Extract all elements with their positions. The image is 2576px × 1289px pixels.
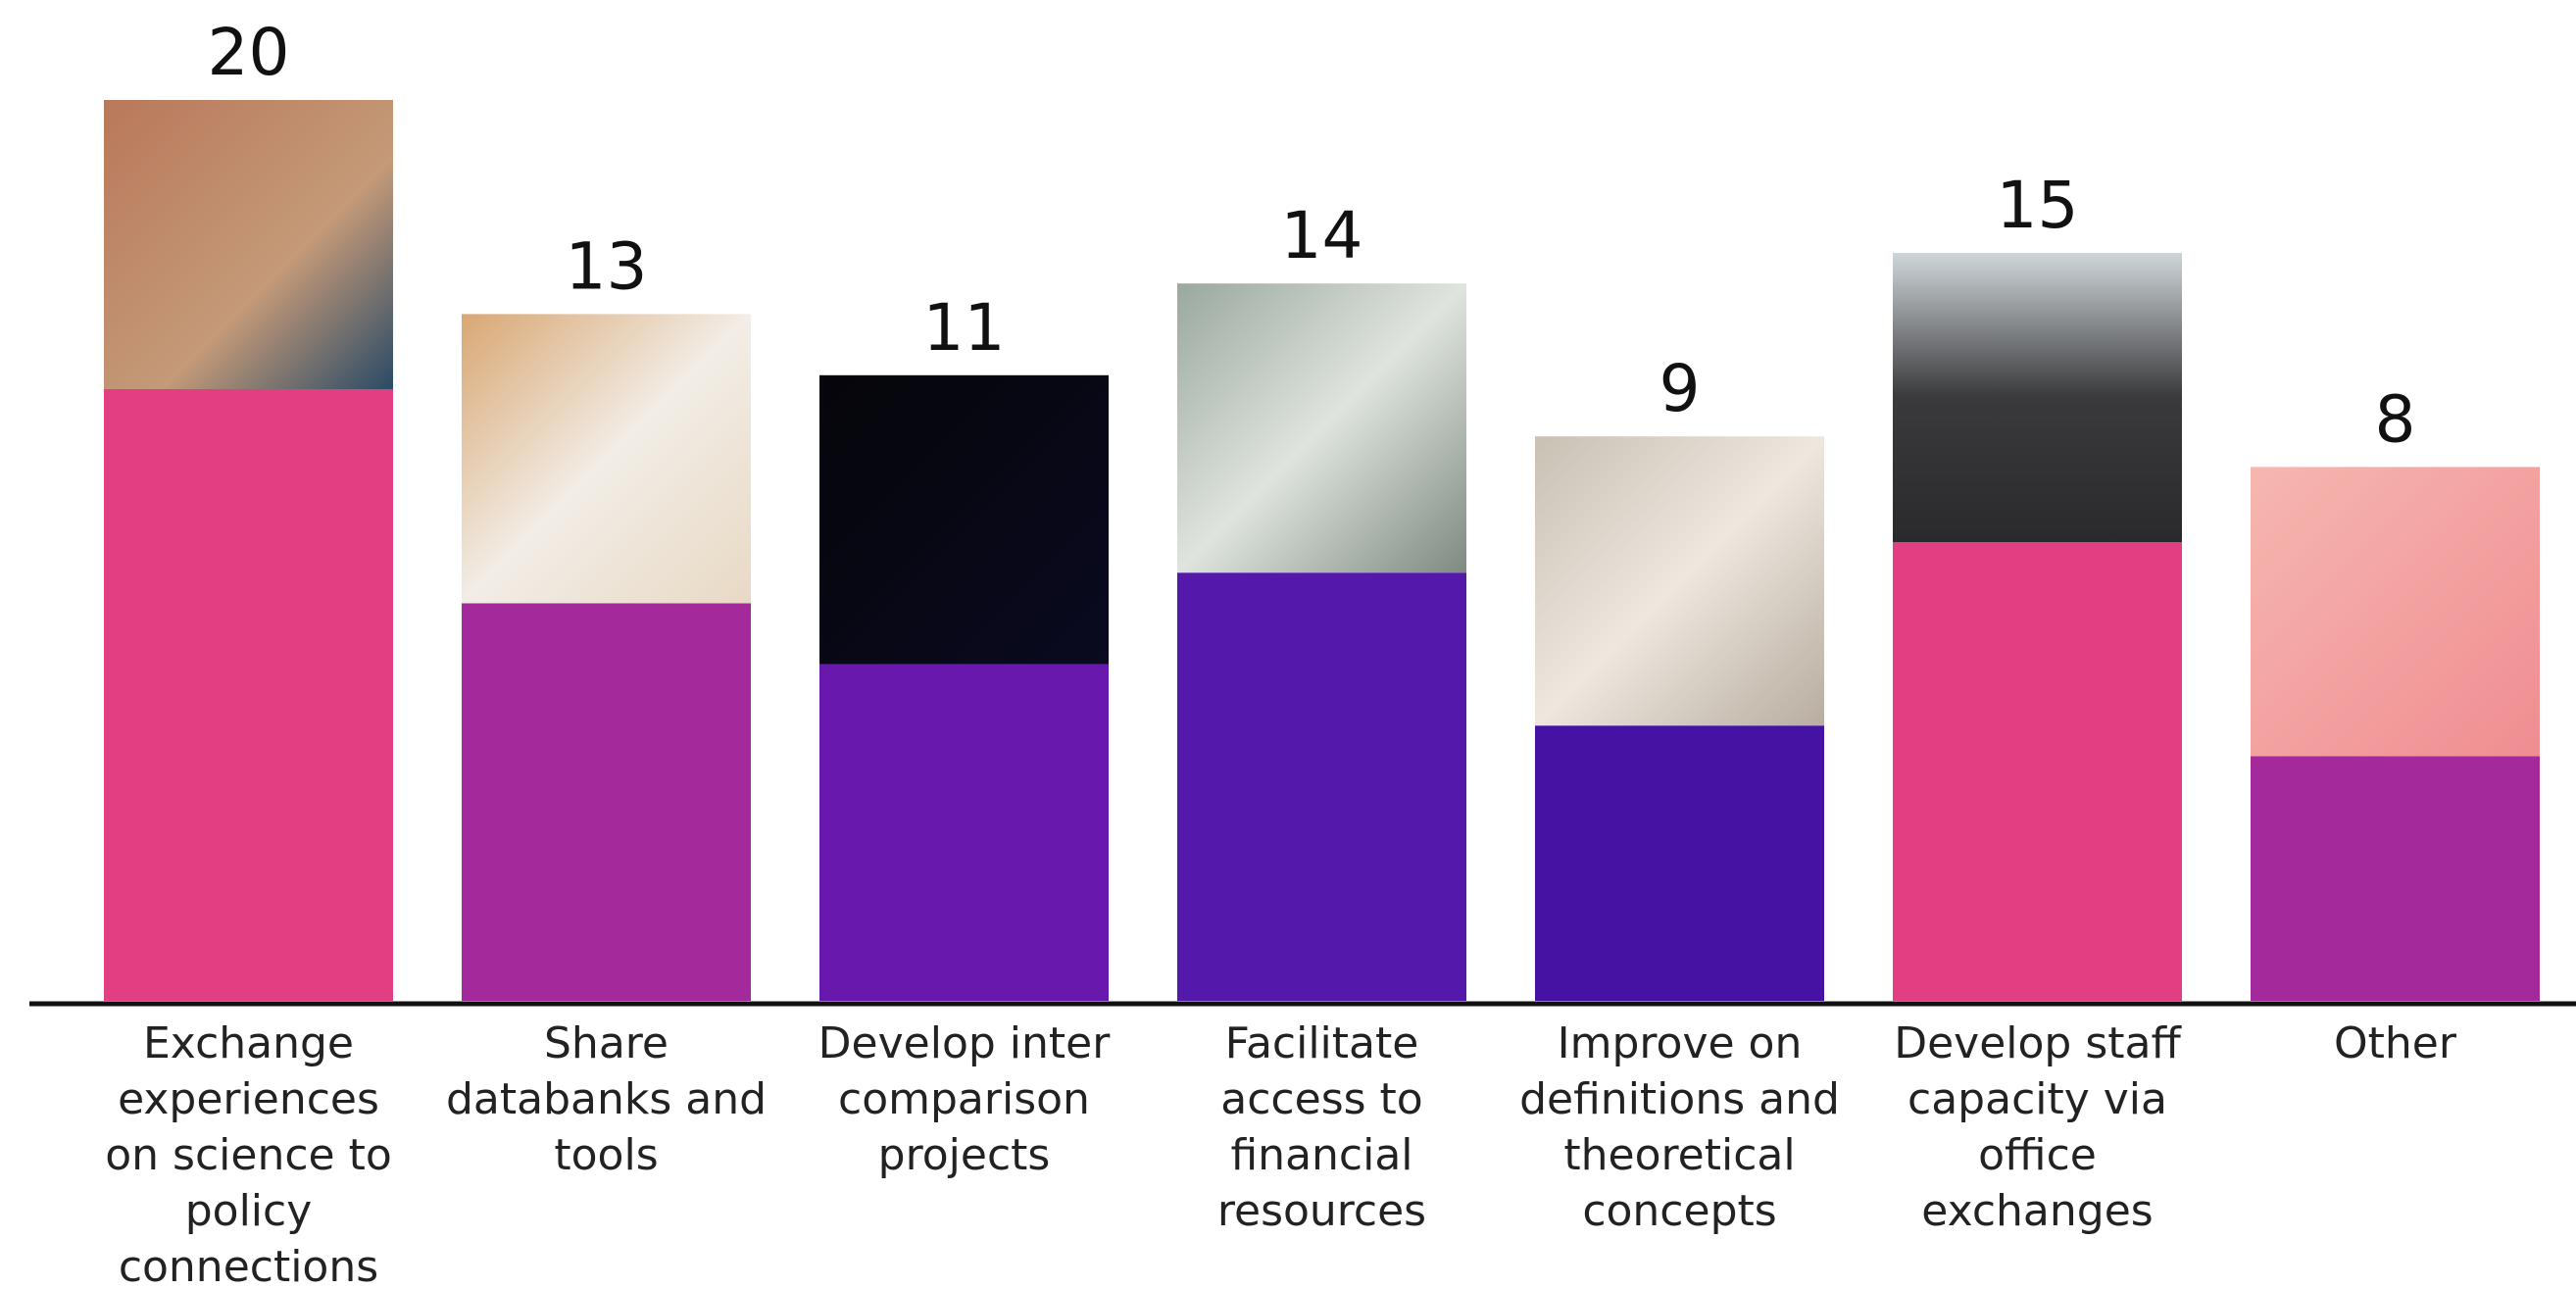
bar	[819, 664, 1109, 1001]
bar-image	[1893, 253, 2182, 542]
bar-image	[462, 314, 751, 604]
bar	[2251, 756, 2540, 1001]
category-label: Facilitate access to financial resources	[1216, 1018, 1427, 1236]
value-label: 9	[1660, 351, 1701, 426]
value-label: 11	[923, 290, 1006, 366]
bar	[1893, 542, 2182, 1001]
bar	[462, 603, 751, 1001]
bar-image	[104, 100, 393, 389]
value-label: 20	[208, 15, 290, 90]
category-label: Exchange experiences on science to polic…	[105, 1018, 392, 1289]
category-label: Develop staff capacity via office exchan…	[1894, 1018, 2181, 1236]
value-label: 14	[1281, 198, 1363, 273]
category-label: Other	[2334, 1018, 2456, 1068]
bar	[1177, 572, 1466, 1001]
bar-image	[819, 374, 1109, 665]
bar-image	[1535, 436, 1824, 726]
category-label: Develop inter comparison projects	[817, 1018, 1111, 1180]
bar	[1535, 725, 1824, 1001]
bar-image	[2251, 467, 2540, 757]
category-label: Improve on definitions and theoretical c…	[1519, 1018, 1840, 1236]
value-label: 8	[2375, 381, 2416, 457]
bar-image	[1177, 283, 1466, 573]
category-label: Share databanks and tools	[445, 1018, 768, 1180]
value-label: 15	[1997, 168, 2079, 243]
bar	[104, 389, 393, 1001]
value-label: 13	[566, 228, 648, 304]
